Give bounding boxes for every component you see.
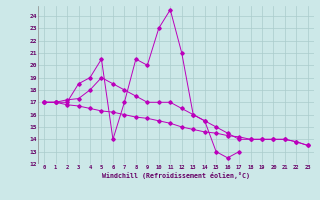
- X-axis label: Windchill (Refroidissement éolien,°C): Windchill (Refroidissement éolien,°C): [102, 172, 250, 179]
